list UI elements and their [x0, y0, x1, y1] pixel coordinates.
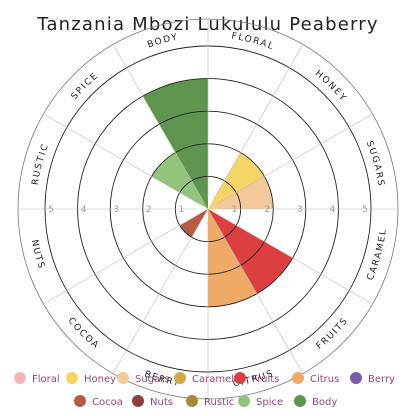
- legend-swatch: [117, 372, 129, 384]
- legend-swatch: [350, 372, 362, 384]
- axis-label-rustic: RUSTIC: [31, 142, 52, 186]
- legend-swatch: [66, 372, 78, 384]
- axis-label-fruits: FRUITS: [315, 316, 351, 352]
- tick-label-1: 1: [179, 205, 185, 215]
- legend-item-cocoa: Cocoa: [74, 395, 123, 408]
- legend-swatch: [294, 395, 306, 407]
- legend-label: Nuts: [150, 397, 173, 408]
- spoke-line: [213, 44, 304, 200]
- legend-swatch: [238, 395, 250, 407]
- wedge-body: [142, 78, 208, 209]
- tick-label-5: 5: [48, 205, 54, 215]
- wedge-honey: [208, 152, 265, 209]
- legend-item-floral: Floral: [14, 372, 60, 385]
- wedge-sugars: [208, 176, 274, 209]
- legend-item-sugars: Sugars: [117, 372, 169, 385]
- legend-label: Rustic: [204, 397, 234, 408]
- legend-label: Body: [312, 397, 337, 408]
- axis-label-sugars: SUGARS: [364, 140, 386, 188]
- legend-label: Honey: [84, 374, 116, 385]
- chart-title: Tanzania Mbozi Lukululu Peaberry: [36, 14, 379, 35]
- legend-swatch: [14, 372, 26, 384]
- spoke-line: [112, 44, 203, 200]
- axis-label-honey: HONEY: [313, 69, 348, 104]
- legend-label: Berry: [368, 374, 395, 385]
- wedge-cocoa: [179, 209, 208, 238]
- grid-group: [17, 18, 399, 400]
- legend-item-spice: Spice: [238, 395, 283, 408]
- tick-label-4: 4: [81, 205, 87, 215]
- legend-swatch: [74, 395, 86, 407]
- legend: Floral Honey Sugars Caramel Fruits Citrus Berr…: [14, 372, 395, 408]
- axis-label-spice: SPICE: [70, 71, 101, 102]
- legend-label: Floral: [32, 374, 60, 385]
- spoke-line: [217, 113, 373, 204]
- legend-label: Spice: [256, 397, 283, 408]
- tick-label-1: 1: [232, 205, 238, 215]
- legend-item-nuts: Nuts: [132, 395, 173, 408]
- spoke-line: [217, 214, 373, 305]
- legend-item-berry: Berry: [350, 372, 395, 385]
- legend-swatch: [186, 395, 198, 407]
- legend-item-honey: Honey: [66, 372, 116, 385]
- axis-label-body: BODY: [146, 33, 179, 51]
- tick-label-2: 2: [146, 205, 152, 215]
- legend-swatch: [174, 372, 186, 384]
- tick-label-4: 4: [330, 205, 336, 215]
- legend-item-fruits: Fruits: [234, 372, 279, 385]
- spoke-line: [213, 218, 304, 374]
- legend-item-body: Body: [294, 395, 337, 408]
- legend-item-caramel: Caramel: [174, 372, 234, 385]
- wedge-spice: [151, 152, 208, 209]
- legend-label: Caramel: [192, 374, 234, 385]
- tick-label-3: 3: [113, 205, 119, 215]
- legend-swatch: [292, 372, 304, 384]
- spoke-line: [43, 113, 199, 204]
- wedge-citrus: [208, 209, 257, 307]
- legend-label: Sugars: [135, 374, 169, 385]
- tick-group: 1 1 2 2 3 3 4 4 5 5: [48, 205, 368, 215]
- legend-swatch: [132, 395, 144, 407]
- legend-item-rustic: Rustic: [186, 395, 234, 408]
- wedge-group: [142, 78, 293, 307]
- tick-label-5: 5: [362, 205, 368, 215]
- axis-label-nuts: NUTS: [29, 239, 47, 271]
- axis-label-cocoa: COCOA: [66, 316, 102, 352]
- legend-label: Fruits: [252, 374, 279, 385]
- legend-label: Citrus: [310, 374, 339, 385]
- legend-item-citrus: Citrus: [292, 372, 339, 385]
- wedge-fruits: [208, 209, 293, 294]
- spoke-line: [43, 214, 199, 305]
- legend-label: Cocoa: [92, 397, 123, 408]
- spoke-line: [112, 218, 203, 374]
- legend-swatch: [234, 372, 246, 384]
- tick-label-2: 2: [264, 205, 270, 215]
- tick-label-3: 3: [297, 205, 303, 215]
